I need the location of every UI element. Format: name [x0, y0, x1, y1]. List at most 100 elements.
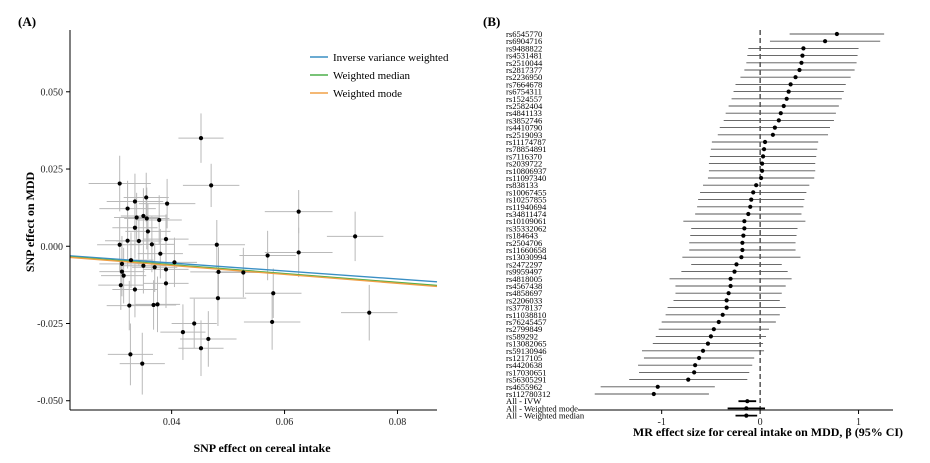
snp-label: rs2039722	[506, 159, 542, 169]
estimate-point	[693, 363, 698, 368]
scatter-point	[198, 346, 204, 351]
scatter-point	[157, 217, 162, 223]
scatter-point	[119, 269, 125, 274]
estimate-point	[728, 276, 733, 281]
snp-label: rs11038810	[506, 310, 546, 320]
snp-label: rs2236950	[506, 72, 542, 82]
scatter-point	[241, 270, 246, 275]
estimate-point	[822, 39, 828, 44]
snp-label: rs6754311	[506, 87, 542, 97]
snp-label: rs6904716	[506, 36, 543, 46]
snp-label: rs4858697	[506, 288, 543, 298]
snp-label: rs10067455	[506, 187, 547, 197]
snp-label: rs6545770	[506, 29, 542, 39]
snp-label: rs1524557	[506, 94, 543, 104]
snp-label: rs2519093	[506, 130, 542, 140]
estimate-point	[770, 132, 776, 137]
estimate-point	[716, 319, 721, 325]
y-tick-label: 0.025	[41, 165, 64, 176]
estimate-point	[651, 391, 656, 397]
scatter-point	[163, 281, 169, 286]
x-tick-label: 1	[856, 417, 861, 428]
panel-b-label: (B)	[483, 14, 500, 29]
panel-a-x-axis-title: SNP effect on cereal intake	[193, 441, 331, 455]
scatter-point	[145, 229, 151, 234]
estimate-point	[762, 139, 768, 145]
scatter-point	[121, 273, 126, 278]
snp-label: rs7116370	[506, 151, 542, 161]
estimate-point	[760, 154, 766, 159]
scatter-point	[163, 237, 169, 242]
scatter-point	[206, 336, 211, 342]
scatter-point	[165, 201, 170, 206]
regression-line	[69, 255, 438, 283]
scatter-point	[198, 136, 204, 141]
estimate-point	[759, 168, 765, 173]
estimate-point	[705, 341, 711, 346]
snp-label: rs4567438	[506, 281, 542, 291]
scatter-point	[134, 215, 139, 220]
scatter-point	[149, 242, 154, 247]
estimate-point	[686, 377, 691, 382]
panel-a-legend: Inverse variance weighted Weighted median…	[310, 52, 449, 100]
snp-label: rs2799849	[506, 324, 542, 334]
estimate-point	[749, 197, 754, 202]
snp-label: rs11097340	[506, 173, 546, 183]
estimate-point	[711, 327, 716, 332]
scatter-point	[144, 216, 149, 221]
scatter-point	[118, 283, 123, 288]
scatter-point	[125, 238, 130, 243]
estimate-point	[741, 233, 746, 238]
estimate-point	[739, 255, 744, 260]
snp-label: rs3778137	[506, 303, 543, 313]
estimate-point	[781, 103, 786, 109]
legend-entry: Weighted median	[333, 70, 411, 82]
estimate-point	[744, 413, 749, 418]
snp-label: rs78854891	[506, 144, 547, 154]
scatter-point	[128, 352, 133, 357]
scatter-point	[265, 253, 270, 258]
estimate-point	[800, 53, 805, 58]
snp-label: rs10806937	[506, 166, 547, 176]
estimate-point	[797, 67, 802, 73]
estimate-point	[793, 75, 798, 80]
snp-label: rs2817377	[506, 65, 543, 75]
legend-entry: Weighted mode	[333, 88, 402, 100]
estimate-point	[801, 46, 806, 51]
snp-label: rs2206033	[506, 295, 542, 305]
snp-label: rs184643	[506, 231, 538, 241]
estimate-point	[724, 298, 729, 303]
estimate-point	[740, 240, 745, 245]
estimate-point	[761, 147, 767, 152]
estimate-point	[751, 190, 756, 195]
scatter-points	[117, 136, 372, 366]
scatter-point	[172, 260, 177, 265]
snp-label: rs35332062	[506, 223, 547, 233]
panel-a-axes: 0.04 0.06 0.08 -0.050 -0.025 0.000 0.025 0.050	[37, 30, 437, 428]
scatter-point	[214, 242, 219, 247]
snp-label: rs4420638	[506, 360, 542, 370]
y-tick-label: -0.025	[37, 319, 63, 330]
snp-label: rs17030651	[506, 367, 547, 377]
snp-label: rs59130946	[506, 346, 547, 356]
estimate-point	[778, 111, 783, 116]
scatter-point	[132, 199, 138, 204]
snp-label: rs4531481	[506, 51, 542, 61]
estimate-point	[754, 183, 759, 188]
estimate-point	[696, 355, 702, 361]
estimate-point	[740, 247, 745, 253]
estimate-point	[728, 283, 733, 289]
panel-a-y-axis-title: SNP effect on MDD	[23, 172, 37, 273]
y-tick-label: 0.050	[41, 87, 64, 98]
estimate-point	[772, 125, 777, 130]
scatter-point	[132, 225, 138, 230]
scatter-point	[296, 209, 301, 214]
scatter-point	[151, 302, 156, 308]
panel-a-label: (A)	[18, 14, 36, 29]
estimate-point	[744, 406, 749, 411]
snp-labels: rs6545770rs6904716rs9488822rs4531481rs25…	[506, 29, 585, 421]
scatter-point	[117, 181, 122, 186]
scatter-point	[163, 267, 169, 272]
estimate-point	[759, 161, 765, 166]
